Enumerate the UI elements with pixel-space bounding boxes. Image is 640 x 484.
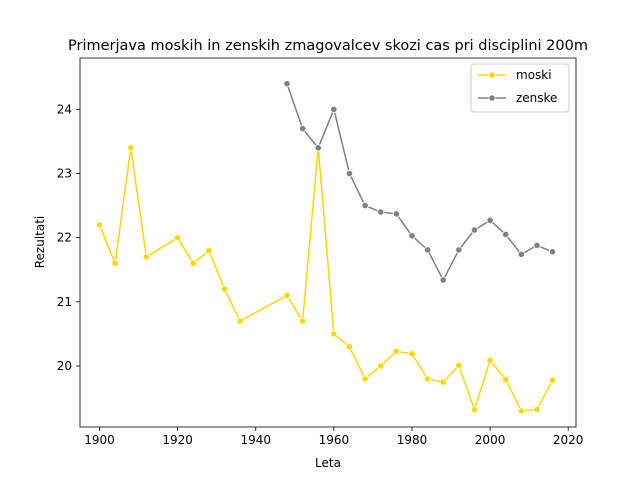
plot-frame [79, 57, 577, 428]
data-point-moski [548, 376, 557, 384]
data-point-zenske [408, 232, 416, 240]
data-point-zenske [299, 124, 307, 133]
data-point-moski [392, 347, 400, 355]
data-point-zenske [283, 80, 291, 88]
data-point-moski [423, 375, 432, 383]
plot-area [80, 58, 576, 427]
x-tick-label: 1940 [240, 433, 271, 447]
y-tick-label: 20 [57, 359, 72, 373]
data-point-moski [95, 221, 104, 229]
data-point-zenske [439, 276, 447, 284]
legend: moski zenske [470, 63, 570, 113]
series-layer [95, 80, 557, 415]
x-tick-label: 1920 [162, 433, 193, 447]
x-tick-label: 2020 [553, 433, 584, 447]
x-tick-label: 1980 [397, 433, 428, 447]
data-point-moski [220, 285, 229, 293]
x-axis-label: Leta [315, 456, 341, 470]
legend-label-zenske: zenske [516, 91, 557, 105]
data-point-zenske [423, 246, 432, 254]
data-point-moski [486, 356, 494, 364]
y-axis-label: Rezultati [33, 216, 47, 269]
data-point-moski [189, 259, 197, 267]
data-point-moski [330, 330, 338, 338]
data-point-moski [236, 317, 244, 325]
data-point-zenske [548, 248, 557, 256]
data-point-zenske [486, 216, 494, 224]
y-tick-label: 24 [57, 102, 72, 116]
data-point-zenske [517, 250, 525, 258]
data-point-zenske [455, 246, 463, 254]
y-tick-label: 23 [57, 167, 72, 181]
data-point-zenske [361, 202, 369, 210]
data-point-moski [345, 343, 354, 351]
data-point-moski [502, 375, 510, 384]
data-point-moski [127, 144, 135, 152]
data-point-moski [174, 234, 182, 242]
data-point-moski [377, 362, 385, 370]
data-point-moski [142, 253, 150, 261]
data-point-zenske [330, 105, 338, 113]
legend-label-moski: moski [516, 68, 552, 82]
data-point-zenske [533, 241, 541, 249]
series-line-zenske [286, 83, 553, 281]
data-point-zenske [345, 169, 354, 178]
data-point-moski [470, 406, 479, 414]
data-point-moski [111, 259, 119, 267]
data-point-moski [283, 291, 291, 300]
x-tick-label: 2000 [475, 433, 506, 447]
data-point-zenske [392, 210, 400, 218]
x-tick-label: 1960 [319, 433, 350, 447]
data-point-zenske [502, 230, 510, 239]
y-tick-label: 21 [57, 295, 72, 309]
data-point-zenske [314, 144, 322, 152]
legend-box [470, 63, 570, 113]
data-point-moski [205, 246, 213, 255]
data-point-moski [517, 407, 525, 415]
data-point-moski [533, 406, 541, 414]
legend-marker-moski [488, 71, 496, 79]
data-point-zenske [470, 226, 479, 234]
data-point-moski [361, 375, 369, 383]
chart-title: Primerjava moskih in zenskih zmagovalcev… [68, 38, 588, 54]
y-tick-label: 22 [57, 231, 72, 245]
data-point-moski [439, 378, 447, 386]
data-point-moski [455, 361, 463, 369]
legend-marker-zenske [488, 94, 496, 102]
data-point-moski [299, 317, 307, 325]
data-point-moski [408, 350, 416, 358]
x-tick-label: 1900 [84, 433, 115, 447]
data-point-zenske [377, 208, 385, 216]
